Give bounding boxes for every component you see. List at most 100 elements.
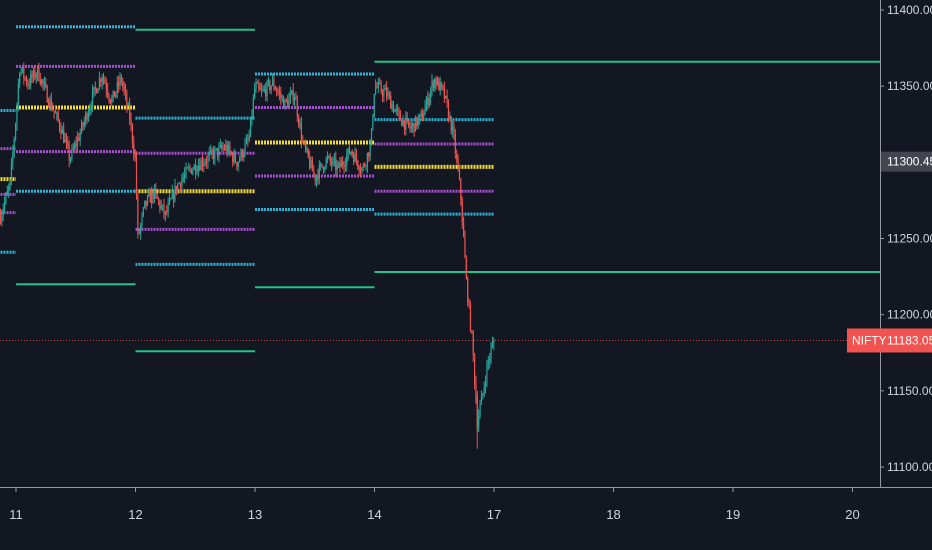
candle-body bbox=[145, 200, 147, 205]
candle-body bbox=[58, 120, 61, 129]
price-axis[interactable]: 11100.0011150.0011200.0011250.0011300.00… bbox=[847, 0, 932, 487]
candle-body bbox=[156, 193, 158, 199]
candle-body bbox=[13, 138, 15, 152]
candle-body bbox=[406, 117, 408, 120]
candle-body bbox=[227, 145, 230, 154]
candle-body bbox=[387, 93, 389, 97]
candle-body bbox=[46, 86, 48, 103]
candle-body bbox=[479, 404, 481, 417]
candle-body bbox=[440, 82, 443, 86]
candle-body bbox=[427, 97, 429, 106]
candle-body bbox=[491, 343, 494, 348]
candle-body bbox=[237, 161, 239, 167]
current-price-label: 11183.05 bbox=[887, 333, 932, 347]
candle-body bbox=[212, 152, 215, 160]
candle-body bbox=[398, 110, 400, 113]
candle-body bbox=[101, 77, 103, 82]
candle-body bbox=[314, 174, 316, 181]
candle-body bbox=[487, 361, 489, 364]
candle-body bbox=[362, 164, 364, 169]
candle-body bbox=[100, 78, 102, 82]
candle-body bbox=[456, 153, 458, 159]
candle-body bbox=[28, 85, 30, 86]
candle-body bbox=[219, 145, 221, 147]
candle-body bbox=[52, 109, 54, 111]
candle-body bbox=[458, 170, 461, 179]
last-value-label-bg bbox=[881, 151, 932, 172]
candle-body bbox=[303, 142, 305, 144]
candle-body bbox=[104, 79, 106, 84]
candle-body bbox=[54, 112, 57, 114]
candle-body bbox=[190, 168, 193, 174]
candle-body bbox=[86, 113, 88, 120]
candle-body bbox=[120, 77, 122, 82]
candle-body bbox=[249, 118, 252, 137]
candle-body bbox=[47, 102, 50, 106]
candle-body bbox=[118, 82, 120, 86]
candle-body bbox=[450, 116, 452, 132]
candle-body bbox=[87, 113, 90, 120]
candle-body bbox=[483, 386, 485, 394]
time-axis[interactable]: 11 12 13 14 17 18 19 20 bbox=[0, 487, 932, 522]
candle-body bbox=[347, 148, 349, 156]
candle-body bbox=[302, 140, 304, 143]
candle-body bbox=[10, 162, 13, 181]
candle-body bbox=[82, 123, 84, 127]
candle-body bbox=[469, 303, 472, 331]
candle-body bbox=[248, 136, 250, 141]
candle-body bbox=[204, 162, 206, 165]
candle-body bbox=[175, 186, 177, 192]
candle-body bbox=[179, 183, 182, 188]
candle-body bbox=[232, 154, 234, 163]
candle-body bbox=[298, 116, 300, 125]
candle-body bbox=[465, 258, 467, 279]
candle-body bbox=[192, 169, 194, 174]
candle-body bbox=[318, 165, 320, 180]
candle-body bbox=[105, 83, 107, 90]
candle-body bbox=[14, 123, 17, 139]
plot-area[interactable] bbox=[0, 25, 880, 449]
candle-body bbox=[78, 137, 80, 141]
candle-body bbox=[94, 86, 96, 89]
candle-body bbox=[307, 148, 309, 158]
candle-body bbox=[240, 150, 242, 159]
candle-body bbox=[310, 160, 312, 168]
candle-body bbox=[199, 165, 201, 170]
candle-body bbox=[299, 123, 301, 125]
candle-body bbox=[493, 340, 495, 344]
candle-body bbox=[331, 161, 333, 165]
candle-body bbox=[182, 177, 184, 180]
time-tick-label: 20 bbox=[845, 507, 859, 522]
candle-body bbox=[315, 175, 318, 181]
candle-body bbox=[1, 215, 3, 223]
candle-body bbox=[170, 198, 172, 200]
candle-body bbox=[68, 145, 70, 161]
candle-body bbox=[271, 79, 274, 86]
candle-body bbox=[342, 161, 344, 166]
candle-body bbox=[490, 347, 492, 359]
candle-body bbox=[274, 87, 276, 90]
candle-body bbox=[122, 81, 124, 86]
candle-body bbox=[453, 125, 455, 135]
current-price-label-bg bbox=[847, 328, 932, 353]
candle-body bbox=[45, 83, 47, 87]
candle-body bbox=[195, 164, 197, 173]
candle-body bbox=[207, 155, 209, 163]
candle-body bbox=[83, 120, 85, 127]
candle-body bbox=[0, 215, 2, 223]
candle-body bbox=[234, 153, 237, 163]
candle-body bbox=[353, 154, 355, 162]
candle-body bbox=[9, 180, 11, 187]
candle-body bbox=[211, 149, 213, 153]
candle-body bbox=[354, 153, 356, 162]
candle-body bbox=[102, 77, 105, 80]
candle-body bbox=[98, 78, 101, 89]
candle-body bbox=[321, 163, 323, 167]
candle-body bbox=[67, 141, 69, 146]
candle-body bbox=[359, 170, 362, 172]
candle-body bbox=[3, 201, 6, 210]
candle-body bbox=[358, 167, 360, 171]
time-tick-label: 13 bbox=[248, 507, 262, 522]
price-tick-label: 11100.00 bbox=[887, 460, 932, 474]
